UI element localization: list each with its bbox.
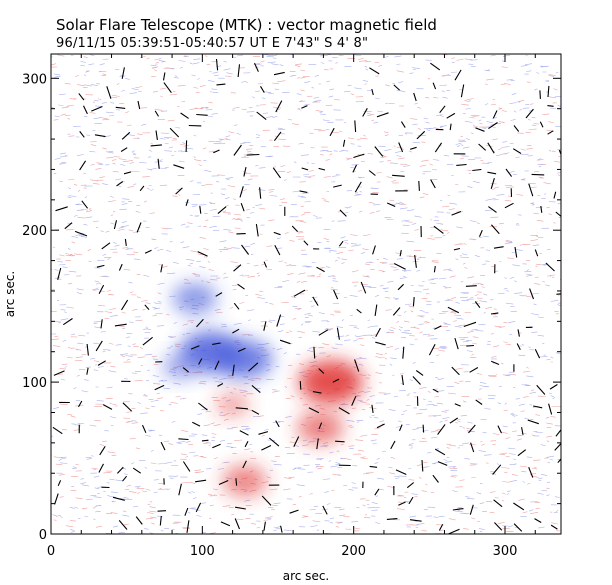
positive-polarity-region [222, 465, 267, 497]
y-axis-label: arc sec. [3, 271, 17, 317]
transverse-field-vectors [52, 58, 561, 534]
vector-field [52, 58, 561, 534]
y-tick-label: 100 [22, 376, 47, 391]
negative-polarity-region [217, 340, 273, 379]
x-tick-label: 200 [341, 544, 366, 559]
negative-polarity-region [172, 282, 217, 315]
negative-polarity-region [161, 354, 198, 380]
positive-polarity-region [297, 411, 344, 445]
positive-polarity-region [298, 360, 363, 405]
chart-subtitle: 96/11/15 05:39:51-05:40:57 UT E 7'43" S … [56, 36, 369, 51]
x-axis-label: arc sec. [283, 569, 329, 583]
field-background [51, 54, 561, 534]
chart-title: Solar Flare Telescope (MTK) : vector mag… [56, 16, 437, 34]
axis-ticks: 0 100 200 300 0 100 200 300 [22, 54, 561, 559]
polarity-regions [161, 282, 363, 497]
x-tick-label: 0 [47, 544, 55, 559]
x-tick-label: 100 [190, 544, 215, 559]
positive-polarity-region [216, 392, 250, 418]
y-tick-label: 0 [39, 528, 47, 543]
plot-frame [50, 53, 562, 535]
y-tick-label: 200 [22, 224, 47, 239]
x-tick-label: 300 [493, 544, 518, 559]
background-texture-negative [51, 54, 561, 534]
background-texture-positive [51, 54, 561, 534]
y-tick-label: 300 [22, 72, 47, 87]
